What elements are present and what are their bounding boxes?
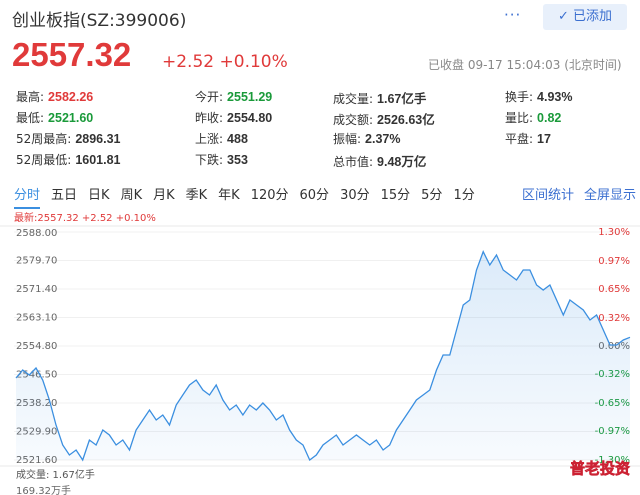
stat: 成交额: 2526.63亿 — [333, 109, 435, 128]
tab[interactable]: 30分 — [340, 188, 370, 203]
y2-tick-label: -1.30% — [595, 455, 630, 466]
stat-value: 2521.60 — [48, 111, 94, 125]
stat-label: 最低: — [16, 111, 45, 125]
stat: 昨收: 2554.80 — [195, 109, 272, 126]
stat: 量比: 0.82 — [505, 109, 561, 126]
stat-label: 成交额: — [333, 113, 374, 127]
stat: 今开: 2551.29 — [195, 88, 272, 105]
tab-tools: 区间统计 全屏显示 — [512, 184, 636, 203]
tab[interactable]: 月K — [153, 188, 175, 203]
stat-value: 488 — [227, 132, 248, 146]
stat: 52周最高: 2896.31 — [16, 130, 121, 147]
stat-label: 上涨: — [195, 132, 224, 146]
tab-tool[interactable]: 区间统计 — [522, 188, 575, 203]
stat-label: 52周最高: — [16, 132, 72, 146]
stat-value: 0.82 — [537, 111, 562, 125]
tab[interactable]: 1分 — [453, 188, 475, 203]
tab[interactable]: 5分 — [421, 188, 443, 203]
stat-label: 今开: — [195, 90, 224, 104]
price: 2557.32 — [12, 36, 132, 73]
title: 创业板指(SZ:399006) — [12, 11, 187, 31]
tab[interactable]: 周K — [120, 188, 143, 203]
tab[interactable]: 年K — [218, 188, 240, 203]
y2-tick-label: 0.97% — [598, 256, 630, 267]
stat: 最低: 2521.60 — [16, 109, 93, 126]
stat: 振幅: 2.37% — [333, 130, 401, 147]
added-button[interactable]: ✓ 已添加 — [543, 4, 627, 30]
tab[interactable]: 15分 — [380, 188, 411, 203]
stat-label: 下跌: — [195, 153, 224, 167]
stat-value: 353 — [227, 153, 248, 167]
tab[interactable]: 季K — [185, 188, 208, 203]
stat-label: 成交量: — [333, 92, 374, 106]
stat-value: 2.37% — [365, 132, 401, 146]
tab[interactable]: 60分 — [299, 188, 330, 203]
change-value: +2.52 — [162, 52, 215, 72]
status: 已收盘 09-17 15:04:03 (北京时间) — [428, 58, 622, 72]
stat-value: 4.93% — [537, 90, 573, 104]
watermark: 普老投资 — [570, 460, 630, 478]
tabs: 分时 五日 日K 周K 月K 季K 年K 120分 60分 30分 15分 5分 1分 — [14, 184, 486, 209]
latest: 最新:2557.32 +2.52 +0.10% — [14, 213, 156, 224]
stat-value: 2526.63亿 — [377, 113, 435, 127]
more-button[interactable]: ··· — [504, 6, 522, 24]
added-label[interactable]: 已添加 — [573, 9, 613, 24]
y2-tick-label: 1.30% — [598, 227, 630, 238]
stat-value: 2582.26 — [48, 90, 94, 104]
stat: 下跌: 353 — [195, 151, 248, 168]
stat: 换手: 4.93% — [505, 88, 573, 105]
y2-tick-label: 0.65% — [598, 284, 630, 295]
y-tick-label: 2521.60 — [16, 455, 57, 466]
stat-label: 量比: — [505, 111, 534, 125]
price-line — [15, 250, 631, 462]
stat-value: 1601.81 — [75, 153, 121, 167]
y2-tick-label: 0.32% — [598, 313, 630, 324]
tab[interactable]: 五日 — [51, 188, 78, 203]
y-tick-label: 2554.80 — [16, 341, 57, 352]
y-tick-label: 2563.10 — [16, 313, 57, 324]
stat-value: 2896.31 — [75, 132, 121, 146]
stat-value: 2551.29 — [227, 90, 273, 104]
y-tick-label: 2571.40 — [16, 284, 57, 295]
stat: 成交量: 1.67亿手 — [333, 88, 426, 107]
stat-label: 平盘: — [505, 132, 534, 146]
stat: 52周最低: 1601.81 — [16, 151, 121, 168]
tab[interactable]: 日K — [88, 188, 110, 203]
tab[interactable]: 分时 — [14, 184, 41, 209]
stat: 平盘: 17 — [505, 130, 551, 147]
area — [16, 251, 630, 460]
change: +2.52 +0.10% — [162, 52, 288, 72]
stat-label: 换手: — [505, 90, 534, 104]
stat: 最高: 2582.26 — [16, 88, 93, 105]
stat-label: 总市值: — [333, 155, 374, 169]
stat: 上涨: 488 — [195, 130, 248, 147]
stat-value: 17 — [537, 132, 551, 146]
volume-label: 成交量: 1.67亿手 — [16, 468, 95, 481]
stat-value: 9.48万亿 — [377, 155, 427, 169]
stat-label: 52周最低: — [16, 153, 72, 167]
stat-label: 最高: — [16, 90, 45, 104]
stat-value: 2554.80 — [227, 111, 273, 125]
stat: 总市值: 9.48万亿 — [333, 151, 426, 170]
y-tick-label: 2588.00 — [16, 228, 57, 239]
stat-label: 振幅: — [333, 132, 362, 146]
change-pct: +0.10% — [219, 52, 288, 72]
y-tick-label: 2579.70 — [16, 256, 57, 267]
stat-label: 昨收: — [195, 111, 224, 125]
tab[interactable]: 120分 — [250, 188, 289, 203]
tab-tool[interactable]: 全屏显示 — [584, 188, 637, 203]
volume-tick: 169.32万手 — [16, 484, 71, 495]
stat-value: 1.67亿手 — [377, 92, 427, 106]
